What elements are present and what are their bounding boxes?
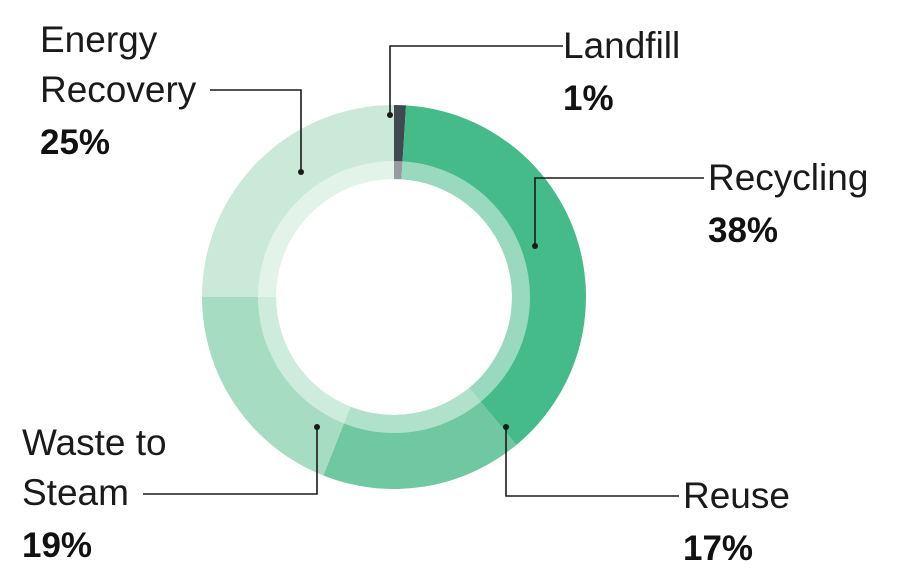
leader-dot-energy-recovery — [298, 169, 304, 175]
slice-value-waste-to-steam: 19% — [22, 526, 92, 565]
leader-dot-waste-to-steam — [314, 424, 320, 430]
slice-value-recycling: 38% — [708, 211, 778, 250]
slice-label-energy-recovery: Energy Recovery — [40, 19, 197, 110]
leader-line-reuse — [505, 427, 679, 497]
slice-landfill — [394, 105, 407, 180]
leader-line-recycling — [534, 177, 704, 246]
slice-label-recycling: Recycling — [708, 157, 868, 198]
slice-energy-recovery — [202, 105, 394, 297]
leader-dot-recycling — [532, 243, 538, 249]
leader-lines — [143, 45, 704, 497]
slice-value-landfill: 1% — [563, 79, 614, 118]
inner-ring — [258, 161, 530, 433]
slice-waste-to-steam — [202, 297, 351, 476]
leader-line-waste-to-steam — [143, 427, 318, 495]
slice-label-landfill: Landfill — [563, 25, 680, 66]
slice-reuse — [323, 387, 517, 489]
leader-dot-landfill — [387, 112, 393, 118]
slice-label-waste-to-steam: Waste to Steam — [22, 422, 167, 513]
slice-value-reuse: 17% — [683, 529, 753, 568]
slice-recycling — [401, 105, 587, 445]
leader-dot-reuse — [503, 424, 509, 430]
donut-slices — [202, 105, 587, 489]
slice-labels: Landfill 1% Recycling 38% Reuse 17% Waste to St… — [22, 19, 868, 568]
slice-value-energy-recovery: 25% — [40, 123, 110, 162]
leader-line-landfill — [389, 45, 563, 115]
slice-label-reuse: Reuse — [683, 475, 790, 516]
leader-line-energy-recovery — [210, 89, 302, 172]
